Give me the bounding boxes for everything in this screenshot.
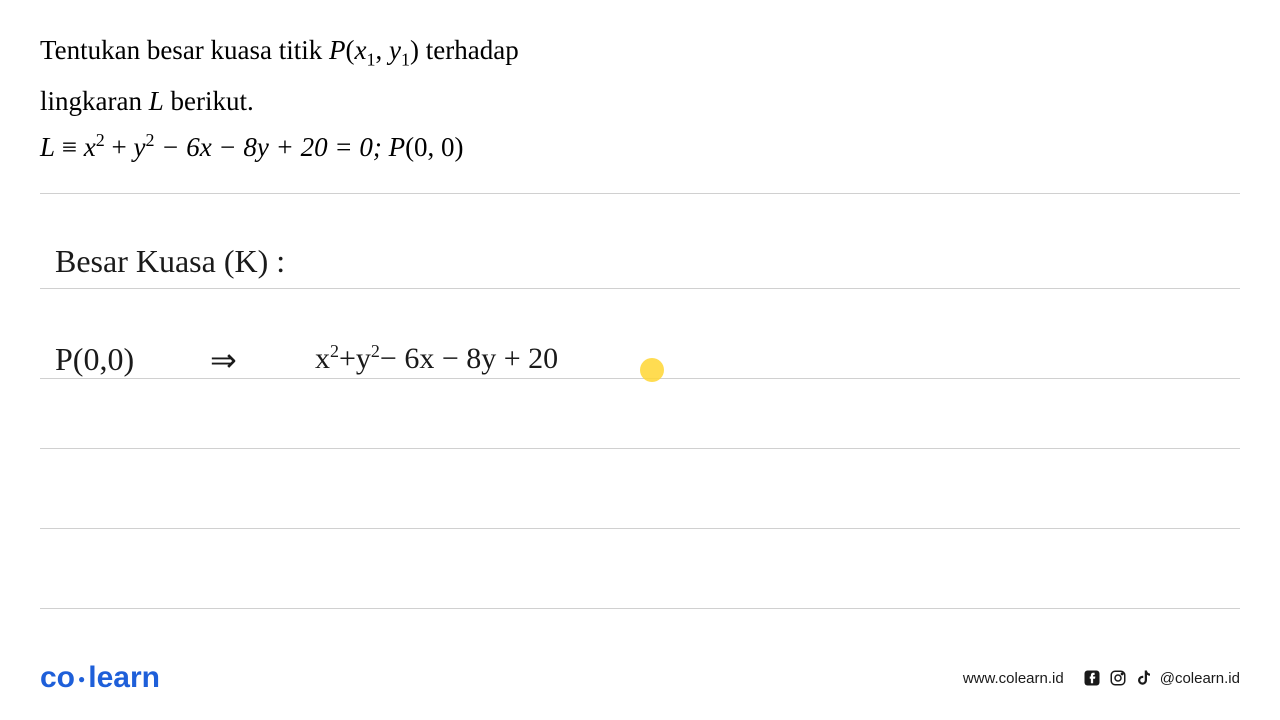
problem-line-2: lingkaran L berikut. — [40, 81, 1240, 122]
footer-right: www.colearn.id @colearn.id — [963, 668, 1240, 688]
eq-rest: − 6x − 8y + 20 = 0; — [154, 132, 388, 162]
hw-mid1: +y — [339, 342, 371, 375]
highlight-marker — [640, 358, 664, 382]
problem-block: Tentukan besar kuasa titik P(x1, y1) ter… — [0, 0, 1280, 163]
tiktok-icon — [1134, 668, 1154, 688]
social-handle: @colearn.id — [1160, 670, 1240, 687]
eq-p: P — [389, 132, 406, 162]
var-x: x — [355, 35, 367, 65]
rule-line — [40, 193, 1240, 194]
paren-close: ) — [410, 35, 419, 65]
facebook-icon — [1082, 668, 1102, 688]
rule-line — [40, 288, 1240, 289]
eq-equiv: ≡ — [55, 132, 84, 162]
eq-sup-a: 2 — [96, 130, 105, 150]
eq-plus1: + — [105, 132, 134, 162]
var-l: L — [149, 86, 164, 116]
hw-sup1: 2 — [330, 341, 339, 361]
sub-2: 1 — [401, 49, 410, 69]
logo-co: co — [40, 661, 75, 694]
text-prefix: Tentukan besar kuasa titik — [40, 35, 329, 65]
logo-learn: learn — [88, 661, 160, 694]
logo: co●learn — [40, 661, 160, 695]
var-p: P — [329, 35, 346, 65]
hw-x: x — [315, 342, 330, 375]
lined-paper: Besar Kuasa (K) : P(0,0) ⇒ x2+y2− 6x − 8… — [0, 193, 1280, 613]
eq-pargs: (0, 0) — [405, 132, 463, 162]
var-y: y — [389, 35, 401, 65]
eq-y: y — [133, 132, 145, 162]
text-l2: lingkaran — [40, 86, 149, 116]
rule-line — [40, 608, 1240, 609]
rule-line — [40, 448, 1240, 449]
website-url: www.colearn.id — [963, 670, 1064, 687]
social-group: @colearn.id — [1082, 668, 1240, 688]
hw-rest: − 6x − 8y + 20 — [380, 342, 558, 375]
handwriting-point: P(0,0) — [55, 341, 134, 378]
rule-line — [40, 528, 1240, 529]
text-l2-suffix: berikut. — [164, 86, 254, 116]
handwriting-expr: x2+y2− 6x − 8y + 20 — [315, 341, 558, 376]
handwriting-title: Besar Kuasa (K) : — [55, 243, 285, 280]
problem-line-1: Tentukan besar kuasa titik P(x1, y1) ter… — [40, 30, 1240, 73]
logo-dot-icon: ● — [78, 672, 85, 686]
text-suffix: terhadap — [419, 35, 519, 65]
equation-line: L ≡ x2 + y2 − 6x − 8y + 20 = 0; P(0, 0) — [40, 130, 1240, 163]
instagram-icon — [1108, 668, 1128, 688]
comma: , — [376, 35, 390, 65]
handwriting-arrow: ⇒ — [210, 341, 237, 379]
eq-l: L — [40, 132, 55, 162]
hw-sup2: 2 — [371, 341, 380, 361]
paren-open: ( — [346, 35, 355, 65]
sub-1: 1 — [367, 49, 376, 69]
footer: co●learn www.colearn.id @colearn.id — [0, 661, 1280, 695]
eq-x: x — [84, 132, 96, 162]
